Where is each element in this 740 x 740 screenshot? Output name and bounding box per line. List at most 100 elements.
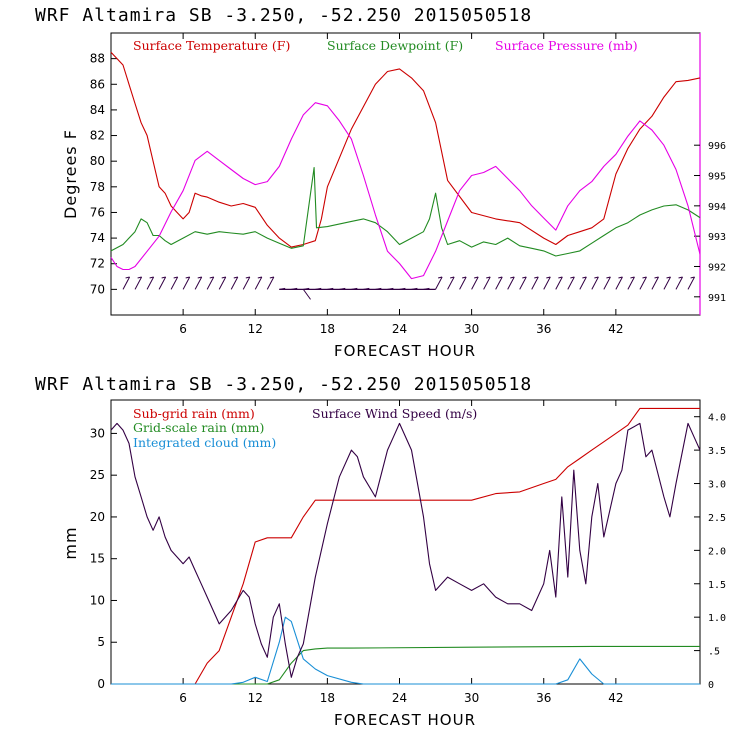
wind-barb [579, 276, 587, 290]
bottom-y2-tick-label: 3.5 [708, 446, 726, 457]
wind-barb-flag [269, 276, 274, 279]
top-x-tick-label: 30 [464, 322, 479, 336]
wind-barb-flag [510, 276, 515, 279]
wind-barb-flag [642, 276, 647, 279]
wind-barb [675, 276, 683, 290]
wind-barb [134, 276, 143, 290]
wind-barb-flag [149, 276, 154, 279]
top-x-tick-label: 42 [608, 322, 623, 336]
wind-barb [567, 276, 575, 290]
bottom-x-tick-label: 36 [536, 691, 551, 705]
wind-barb-flag [185, 276, 190, 279]
legend-subgrid-rain: Sub-grid rain (mm) [133, 406, 255, 421]
legend-integrated-cloud: Integrated cloud (mm) [133, 435, 276, 450]
wind-barb [615, 276, 623, 290]
wind-barb [206, 276, 215, 290]
wind-barb [230, 276, 239, 290]
bottom-y-tick-label: 15 [90, 552, 105, 566]
wind-barb [591, 276, 599, 290]
bottom-y-axis-label: mm [61, 526, 80, 559]
top-y2-tick-label: 995 [708, 172, 726, 183]
wind-barb-flag [594, 276, 599, 279]
wind-barb-flag [161, 276, 166, 279]
wind-barb-flag [462, 276, 467, 279]
legend-temperature: Surface Temperature (F) [133, 38, 290, 53]
top-y2-tick-label: 991 [708, 293, 726, 304]
top-x-tick-label: 12 [248, 322, 263, 336]
top-y2-tick-label: 994 [708, 202, 726, 213]
bottom-y2-tick-label: 2.5 [708, 513, 726, 524]
top-series-surface-pressure [110, 102, 701, 280]
bottom-series [110, 407, 701, 685]
wind-barb-flag [245, 276, 250, 279]
wind-barb-flag [678, 276, 683, 279]
bottom-y2-tick-label: 0 [708, 680, 714, 691]
wind-barb [122, 276, 131, 290]
bottom-chart-title: WRF Altamira SB -3.250, -52.250 20150505… [35, 374, 532, 395]
wind-barb [435, 276, 443, 290]
wind-barb [170, 276, 179, 290]
wind-barb [507, 276, 515, 290]
bottom-y-tick-label: 0 [97, 677, 105, 691]
wind-barb [495, 276, 503, 290]
wind-barb-flag [666, 276, 671, 279]
wind-barb [555, 276, 563, 290]
wind-barb [663, 276, 671, 290]
top-x-tick-label: 24 [392, 322, 407, 336]
wind-barb-flag [474, 276, 479, 279]
wind-barb-flag [546, 276, 551, 279]
bottom-y-tick-label: 20 [90, 510, 105, 524]
wind-barb-flag [197, 276, 202, 279]
bottom-y2-tick-label: .5 [708, 647, 720, 658]
top-x-axis-label: FORECAST HOUR [334, 342, 476, 360]
top-axis-ticks: 6 12 18 24 30 36 42 70 72 74 76 78 80 82 84 86 88 991 992 9… [90, 33, 726, 336]
wind-barb [531, 276, 539, 290]
wind-barb-flag [654, 276, 659, 279]
top-y-tick-label: 74 [90, 231, 105, 245]
wind-barb [519, 276, 527, 290]
bottom-y2-tick-label: 3.0 [708, 480, 726, 491]
wind-barb-flag [233, 276, 238, 279]
wind-barbs [122, 276, 695, 300]
top-y-tick-label: 86 [90, 77, 105, 91]
bottom-y2-tick-label: 1.5 [708, 580, 726, 591]
top-y-tick-label: 88 [90, 52, 105, 66]
wind-barb-flag [630, 276, 635, 279]
wind-barb-flag [582, 276, 587, 279]
legend-dewpoint: Surface Dewpoint (F) [327, 38, 463, 53]
top-y2-tick-label: 996 [708, 141, 726, 152]
bottom-axis-ticks: 6 12 18 24 30 36 42 0 5 10 15 20 25 30 0 .5 1.0 1.5 2.0 2.5… [90, 400, 726, 705]
wind-barb-flag [125, 276, 130, 279]
bottom-x-axis-label: FORECAST HOUR [334, 711, 476, 729]
wind-barb [266, 276, 275, 290]
wind-barb-flag [558, 276, 563, 279]
top-y-axis-label: Degrees F [61, 129, 80, 219]
wind-barb [459, 276, 467, 290]
bottom-series-sub-grid-rain [111, 407, 700, 685]
bottom-y-tick-label: 5 [97, 635, 105, 649]
wind-barb-flag [522, 276, 527, 279]
top-x-tick-label: 36 [536, 322, 551, 336]
bottom-x-tick-label: 6 [179, 691, 187, 705]
wind-barb [302, 289, 311, 300]
wind-barb-flag [570, 276, 575, 279]
wind-barb [254, 276, 263, 290]
wind-barb [218, 276, 227, 290]
top-chart-title: WRF Altamira SB -3.250, -52.250 20150505… [35, 5, 532, 26]
wind-barb [651, 276, 659, 290]
wind-barb [483, 276, 491, 290]
wind-barb [182, 276, 191, 290]
bottom-panel: WRF Altamira SB -3.250, -52.250 20150505… [35, 374, 726, 729]
wind-barb [146, 276, 155, 290]
wind-barb-flag [690, 276, 695, 279]
top-y-tick-label: 72 [90, 257, 105, 271]
top-x-tick-label: 6 [179, 322, 187, 336]
top-series-surface-dewpoint [110, 167, 701, 257]
top-y-tick-label: 78 [90, 180, 105, 194]
top-y-tick-label: 82 [90, 129, 105, 143]
top-y-tick-label: 76 [90, 205, 105, 219]
wind-barb-flag [606, 276, 611, 279]
bottom-y2-tick-label: 1.0 [708, 613, 726, 624]
